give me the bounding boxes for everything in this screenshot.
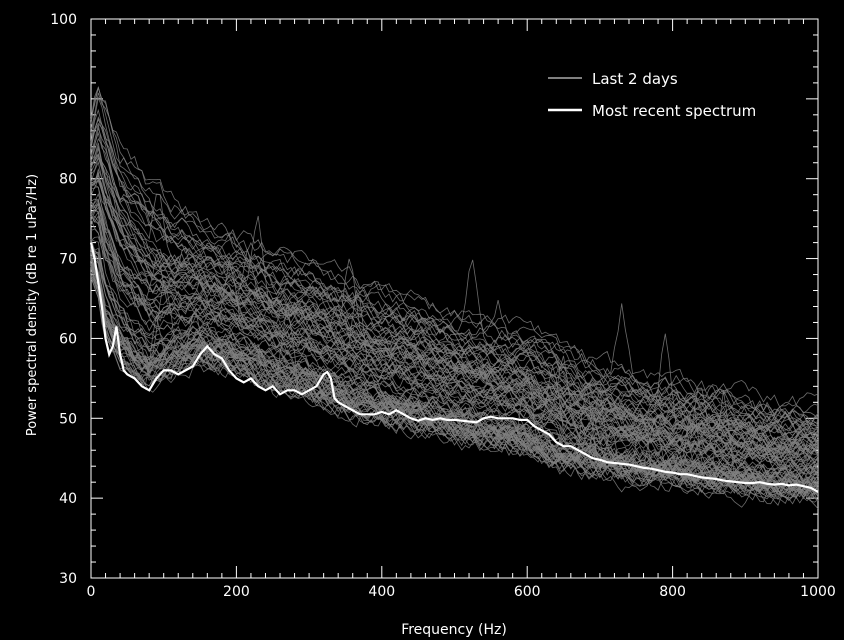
x-tick-label: 400 (368, 584, 395, 600)
legend-label-most-recent: Most recent spectrum (592, 102, 756, 120)
spectrum-line-last-2-days (90, 271, 819, 498)
spectrum-line-last-2-days (90, 276, 819, 505)
spectrum-line-last-2-days (90, 142, 819, 440)
spectrum-line-last-2-days (90, 122, 819, 432)
x-tick-label: 600 (514, 584, 541, 600)
spectrum-line-last-2-days (90, 179, 819, 453)
y-tick-label: 50 (59, 411, 77, 427)
y-tick-label: 100 (50, 12, 77, 28)
x-axis-label: Frequency (Hz) (401, 622, 507, 638)
y-tick-label: 90 (59, 92, 77, 108)
spectrum-line-last-2-days (90, 161, 819, 446)
axes: 0 200 400 600 800 1000 30 40 50 60 70 80 90 100 (50, 12, 836, 600)
spectrum-line-last-2-days (90, 175, 819, 455)
spectrum-line-last-2-days (90, 192, 819, 462)
spectrum-line-last-2-days (90, 201, 819, 463)
spectrum-line-last-2-days (90, 131, 819, 432)
spectrum-line-last-2-days (90, 277, 819, 502)
spectrum-line-last-2-days (90, 198, 819, 454)
x-tick-label: 200 (223, 584, 250, 600)
series-most-recent-spectrum (89, 242, 819, 493)
spectrum-line-last-2-days (90, 248, 819, 484)
y-tick-label: 30 (59, 571, 77, 587)
spectrum-line-last-2-days (90, 199, 819, 463)
x-tick-label: 1000 (800, 584, 836, 600)
y-tick-label: 80 (59, 172, 77, 188)
spectrum-line-last-2-days (90, 147, 819, 441)
spectrum-line-last-2-days (90, 215, 819, 474)
spectrum-line-last-2-days (90, 126, 819, 433)
legend: Last 2 days Most recent spectrum (548, 70, 756, 120)
spectrum-line-last-2-days (90, 256, 819, 495)
spectrum-line-last-2-days (90, 117, 819, 431)
spectrum-line-last-2-days (90, 268, 819, 508)
spectrum-line-last-2-days (90, 265, 819, 496)
series-last-2-days (90, 86, 819, 509)
spectrum-line-last-2-days (90, 206, 819, 465)
spectrum-line-last-2-days (90, 239, 819, 485)
spectrum-line-last-2-days (90, 201, 819, 464)
spectrum-line-last-2-days (90, 219, 819, 474)
spectrum-line-last-2-days (90, 252, 819, 501)
legend-label-last-2-days: Last 2 days (592, 70, 678, 88)
y-tick-label: 40 (59, 491, 77, 507)
x-tick-label: 800 (659, 584, 686, 600)
y-axis-label: Power spectral density (dB re 1 uPa²/Hz) (25, 174, 40, 436)
spectrum-line-last-2-days (90, 278, 819, 504)
spectrum-line-last-2-days (90, 86, 819, 418)
spectrum-line-most-recent (89, 242, 819, 493)
spectrum-line-last-2-days (90, 215, 819, 470)
spectrum-line-last-2-days (90, 96, 819, 430)
spectrum-line-last-2-days (90, 156, 819, 454)
x-tick-label: 0 (87, 584, 96, 600)
y-tick-label: 60 (59, 331, 77, 347)
y-tick-label: 70 (59, 252, 77, 268)
